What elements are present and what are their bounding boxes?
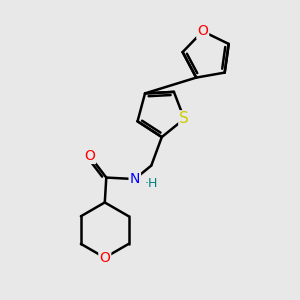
Text: S: S (179, 111, 189, 126)
Text: O: O (99, 251, 110, 265)
Text: O: O (197, 24, 208, 38)
Text: ·H: ·H (145, 177, 158, 190)
Text: O: O (84, 149, 95, 163)
Text: N: N (130, 172, 140, 186)
